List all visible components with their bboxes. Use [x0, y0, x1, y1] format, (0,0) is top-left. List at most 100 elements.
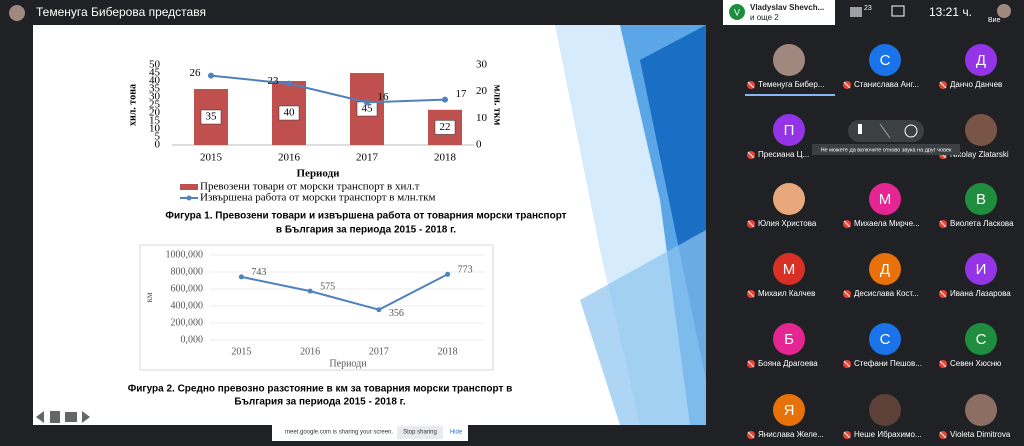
participant-name: Пресиана Ц... [758, 150, 809, 159]
data-label-box [278, 105, 300, 121]
y-tick-label: 50 [149, 59, 161, 71]
participant-name: Стефани Пешов... [854, 359, 922, 368]
y2-tick-label: 20 [476, 85, 488, 97]
prev-icon[interactable] [36, 411, 44, 423]
avatar-initial: М [879, 191, 892, 208]
data-label: 17 [456, 88, 468, 100]
y-axis-label: хил. тона [127, 84, 138, 126]
hide-label[interactable]: Hide [450, 430, 463, 436]
avatar-initial: С [880, 331, 891, 348]
mic-off-slash [747, 81, 755, 89]
data-label: 773 [458, 265, 473, 276]
x-tick-label: 2015 [200, 152, 223, 164]
stop-button[interactable] [397, 426, 443, 439]
mute-icon[interactable] [879, 123, 891, 139]
participant-name: Станислава Анг... [854, 80, 919, 89]
slide-tools [36, 411, 90, 423]
avatar [869, 44, 901, 76]
participant-name: Nikolay Zlatarski [950, 150, 1009, 159]
participant-name: Михаил Калчев [758, 289, 815, 298]
caption: Фигура 1. Превозени товари и извършена р… [165, 210, 566, 222]
avatar-initial: Я [784, 402, 795, 419]
avatar-initial: Д [880, 261, 890, 278]
legend-label: Превозени товари от морски транспорт в х… [200, 181, 420, 193]
chat-icon[interactable] [891, 5, 905, 17]
people-count: 23 [864, 5, 872, 12]
participant-name: Неше Ибрахимо... [854, 430, 922, 439]
y-tick-label: 30 [149, 91, 161, 103]
participant-name: Теменуга Бибер... [758, 80, 824, 89]
y-tick-label: 10 [149, 123, 161, 135]
y-tick-label: 45 [149, 67, 161, 79]
data-label: 45 [362, 103, 374, 115]
avatar [965, 44, 997, 76]
legend-label: Извършена работа от морски транспорт в м… [200, 192, 435, 204]
data-label: 575 [320, 281, 335, 292]
point [208, 72, 214, 79]
avatar-initial: Д [976, 52, 986, 69]
series-line [210, 74, 446, 104]
participant-name: Данчо Данчев [950, 80, 1002, 89]
menu-icon[interactable] [65, 412, 77, 422]
participant-name: Севен Хюсню [950, 359, 1001, 368]
point [238, 274, 244, 280]
avatar-initial: И [976, 261, 987, 278]
avatar [965, 114, 997, 146]
owner-name: Vladyslav Shevch... [750, 3, 824, 12]
participant-name: Violeta Dimitrova [950, 430, 1011, 439]
point [307, 288, 313, 294]
mic-off-slash [843, 431, 851, 439]
data-label: 26 [190, 67, 202, 79]
hover-controls: Не можете да включите отново звука на др… [812, 120, 960, 155]
people-icon[interactable] [850, 7, 862, 17]
owner-avatar [729, 4, 745, 20]
mic-off-slash [843, 360, 851, 368]
x-axis-label: Периоди [297, 168, 341, 180]
mic-off-slash [843, 81, 851, 89]
participant-name: Михаела Мирче... [854, 219, 920, 228]
data-label: 22 [440, 121, 451, 133]
point [442, 96, 448, 103]
data-label: 35 [206, 111, 218, 123]
avatar [773, 323, 805, 355]
avatar [773, 114, 805, 146]
avatar [869, 394, 901, 426]
mic-off-slash [747, 220, 755, 228]
y-tick-label: 800,000 [171, 266, 204, 277]
avatar-initial: М [783, 261, 796, 278]
caption: Фигура 2. Средно превозно разстояние в к… [128, 384, 513, 395]
mic-off-slash [747, 360, 755, 368]
y-tick-label: 15 [149, 115, 161, 127]
participant-name: Ивана Лазарова [950, 289, 1011, 298]
mic-off-slash [747, 290, 755, 298]
next-icon[interactable] [82, 411, 90, 423]
data-label: 16 [378, 91, 390, 103]
tooltip: Не можете да включите отново звука на др… [821, 147, 952, 153]
data-label-box [200, 109, 222, 125]
stop-label[interactable]: Stop sharing [403, 430, 437, 436]
mic-off-slash [939, 431, 947, 439]
y2-axis-label: млн. ткм [492, 85, 503, 126]
x-tick-label: 2017 [369, 346, 389, 357]
avatar-initial: С [880, 52, 891, 69]
y-tick-label: 600,000 [171, 283, 204, 294]
data-label: 743 [251, 267, 266, 278]
x-tick-label: 2016 [300, 346, 320, 357]
mic-off-slash [747, 431, 755, 439]
slide-deco [580, 230, 706, 425]
avatar [773, 183, 805, 215]
remove-icon[interactable] [904, 124, 918, 138]
avatar-initial: С [976, 331, 987, 348]
data-label-box [434, 120, 456, 135]
pen-icon[interactable] [50, 411, 60, 423]
self-avatar [997, 4, 1011, 18]
caption: България за периода 2015 - 2018 г. [234, 397, 405, 408]
x-tick-label: 2018 [438, 346, 458, 357]
pin-icon[interactable] [858, 124, 862, 134]
avatar [965, 323, 997, 355]
avatar [773, 394, 805, 426]
owner-others: и още 2 [750, 13, 779, 22]
participant-name: Юлия Христова [758, 219, 817, 228]
mic-off-slash [843, 220, 851, 228]
presenter-avatar [9, 5, 25, 21]
